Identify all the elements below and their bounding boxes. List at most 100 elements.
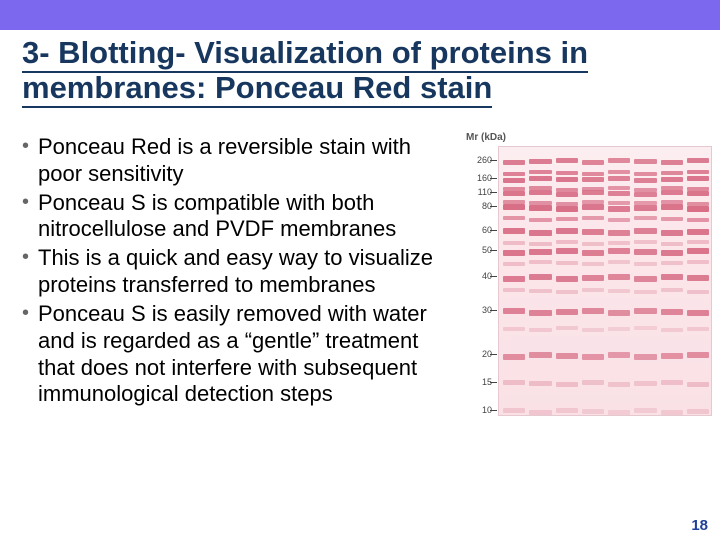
gel-band xyxy=(608,310,630,316)
gel-lane xyxy=(634,147,656,415)
gel-marker-label: 10 xyxy=(462,405,492,415)
gel-band xyxy=(608,260,630,264)
gel-band xyxy=(556,240,578,244)
gel-band xyxy=(661,380,683,385)
gel-band xyxy=(661,242,683,246)
gel-band xyxy=(503,204,525,210)
gel-band xyxy=(661,274,683,280)
gel-band xyxy=(687,409,709,414)
gel-marker-label: 160 xyxy=(462,173,492,183)
gel-lane xyxy=(582,147,604,415)
gel-band xyxy=(503,160,525,165)
gel-band xyxy=(582,204,604,210)
gel-band xyxy=(503,178,525,183)
bullet-item: Ponceau S is compatible with both nitroc… xyxy=(22,190,452,244)
gel-band xyxy=(582,172,604,176)
gel-lane xyxy=(608,147,630,415)
gel-band xyxy=(582,409,604,414)
gel-band xyxy=(608,327,630,331)
gel-band xyxy=(634,326,656,330)
gel-band xyxy=(661,288,683,292)
gel-marker-tick xyxy=(490,160,497,161)
gel-band xyxy=(687,290,709,294)
gel-band xyxy=(556,171,578,175)
gel-band xyxy=(582,275,604,281)
gel-band xyxy=(582,380,604,385)
gel-band xyxy=(608,410,630,415)
gel-band xyxy=(503,276,525,282)
gel-area xyxy=(498,146,712,416)
bullet-item: Ponceau Red is a reversible stain with p… xyxy=(22,134,452,188)
gel-band xyxy=(608,352,630,358)
gel-band xyxy=(634,381,656,386)
gel-band xyxy=(582,262,604,266)
gel-band xyxy=(608,382,630,387)
gel-band xyxy=(687,170,709,174)
gel-band xyxy=(608,206,630,212)
gel-band xyxy=(529,381,551,386)
gel-band xyxy=(634,290,656,294)
gel-band xyxy=(687,218,709,222)
gel-band xyxy=(529,242,551,246)
gel-marker-tick xyxy=(490,354,497,355)
gel-marker-tick xyxy=(490,178,497,179)
gel-band xyxy=(661,328,683,332)
gel-marker-label: 20 xyxy=(462,349,492,359)
accent-bar xyxy=(0,0,720,30)
gel-band xyxy=(661,410,683,415)
bullet-list: Ponceau Red is a reversible stain with p… xyxy=(22,134,452,408)
gel-lane xyxy=(556,147,578,415)
gel-band xyxy=(529,410,551,415)
gel-band xyxy=(634,249,656,255)
gel-band xyxy=(556,276,578,282)
gel-band xyxy=(634,159,656,164)
gel-lane xyxy=(503,147,525,415)
gel-band xyxy=(661,261,683,265)
gel-band xyxy=(503,380,525,385)
gel-band xyxy=(503,191,525,196)
gel-band xyxy=(634,172,656,176)
gel-band xyxy=(582,242,604,246)
gel-band xyxy=(582,160,604,165)
gel-band xyxy=(634,354,656,360)
gel-band xyxy=(687,248,709,254)
gel-marker-tick xyxy=(490,382,497,383)
gel-lane xyxy=(687,147,709,415)
gel-band xyxy=(634,262,656,266)
gel-band xyxy=(661,217,683,221)
gel-band xyxy=(687,206,709,212)
gel-marker-label: 40 xyxy=(462,271,492,281)
gel-band xyxy=(556,217,578,221)
gel-band xyxy=(529,289,551,293)
gel-band xyxy=(687,240,709,244)
gel-marker-label: 80 xyxy=(462,201,492,211)
gel-band xyxy=(529,274,551,280)
gel-band xyxy=(582,177,604,182)
gel-band xyxy=(687,158,709,163)
gel-band xyxy=(503,228,525,234)
gel-band xyxy=(582,328,604,332)
slide: 3- Blotting- Visualization of proteins i… xyxy=(0,0,720,540)
gel-band xyxy=(529,328,551,332)
gel-band xyxy=(529,249,551,255)
gel-band xyxy=(687,229,709,235)
gel-band xyxy=(503,308,525,314)
gel-band xyxy=(687,260,709,264)
gel-marker-tick xyxy=(490,310,497,311)
gel-marker-tick xyxy=(490,410,497,411)
gel-figure: Mr (kDa) 2601601108060504030201510 xyxy=(460,132,716,420)
gel-band xyxy=(608,158,630,163)
gel-marker-tick xyxy=(490,230,497,231)
gel-band xyxy=(503,262,525,266)
gel-band xyxy=(529,218,551,222)
gel-band xyxy=(556,290,578,294)
bullet-item: This is a quick and easy way to visualiz… xyxy=(22,245,452,299)
gel-band xyxy=(556,382,578,387)
gel-band xyxy=(661,171,683,175)
gel-band xyxy=(529,190,551,195)
gel-band xyxy=(556,353,578,359)
gel-band xyxy=(634,240,656,244)
gel-band xyxy=(661,160,683,165)
gel-band xyxy=(582,308,604,314)
gel-band xyxy=(503,216,525,220)
